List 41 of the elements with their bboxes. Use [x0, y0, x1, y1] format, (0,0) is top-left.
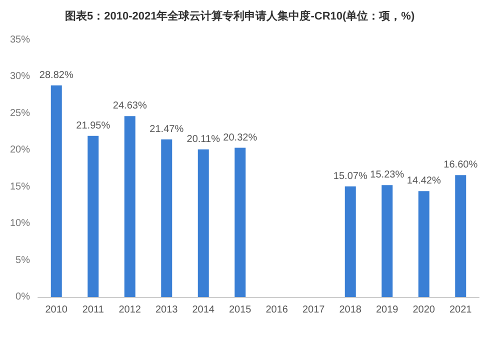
x-tick-label: 2016 — [266, 304, 288, 316]
y-tick-label: 10% — [10, 218, 30, 230]
data-label: 24.63% — [112, 100, 147, 112]
chart-title: 图表5：2010-2021年全球云计算专利申请人集中度-CR10(单位：项，%) — [65, 10, 415, 22]
x-tick-label: 2012 — [118, 304, 142, 316]
data-label: 14.42% — [406, 176, 441, 187]
data-label: 21.47% — [150, 124, 184, 135]
x-tick-label: 2020 — [412, 304, 436, 316]
bar — [88, 136, 99, 297]
data-label: 21.95% — [76, 120, 110, 132]
data-label: 20.32% — [223, 132, 258, 144]
x-tick-label: 2018 — [339, 304, 362, 316]
x-tick-label: 2015 — [229, 304, 252, 316]
x-tick-label: 2011 — [82, 304, 104, 316]
data-label: 15.23% — [370, 170, 404, 181]
bar — [455, 175, 466, 297]
bar — [50, 85, 62, 297]
y-tick-label: 0% — [16, 292, 30, 302]
data-label: 28.82% — [39, 70, 74, 81]
x-tick-label: 2019 — [376, 304, 399, 316]
data-label: 20.11% — [186, 134, 220, 145]
y-tick-label: 25% — [10, 108, 30, 119]
bar — [161, 139, 172, 297]
y-tick-label: 35% — [10, 34, 30, 46]
y-tick-label: 15% — [10, 181, 30, 192]
x-tick-label: 2014 — [192, 304, 215, 316]
x-tick-label: 2021 — [450, 304, 472, 316]
bar — [234, 148, 246, 297]
data-label: 16.60% — [444, 160, 478, 171]
y-tick-label: 20% — [10, 144, 30, 156]
y-tick-label: 5% — [16, 254, 30, 266]
x-tick-label: 2013 — [156, 304, 178, 316]
bar — [198, 149, 209, 297]
bar — [382, 185, 393, 297]
y-tick-label: 30% — [10, 71, 30, 82]
bar — [124, 116, 136, 297]
x-tick-label: 2010 — [45, 304, 68, 316]
bar — [344, 186, 356, 297]
bar — [418, 191, 430, 297]
x-tick-label: 2017 — [302, 304, 326, 316]
data-label: 15.07% — [333, 170, 368, 182]
